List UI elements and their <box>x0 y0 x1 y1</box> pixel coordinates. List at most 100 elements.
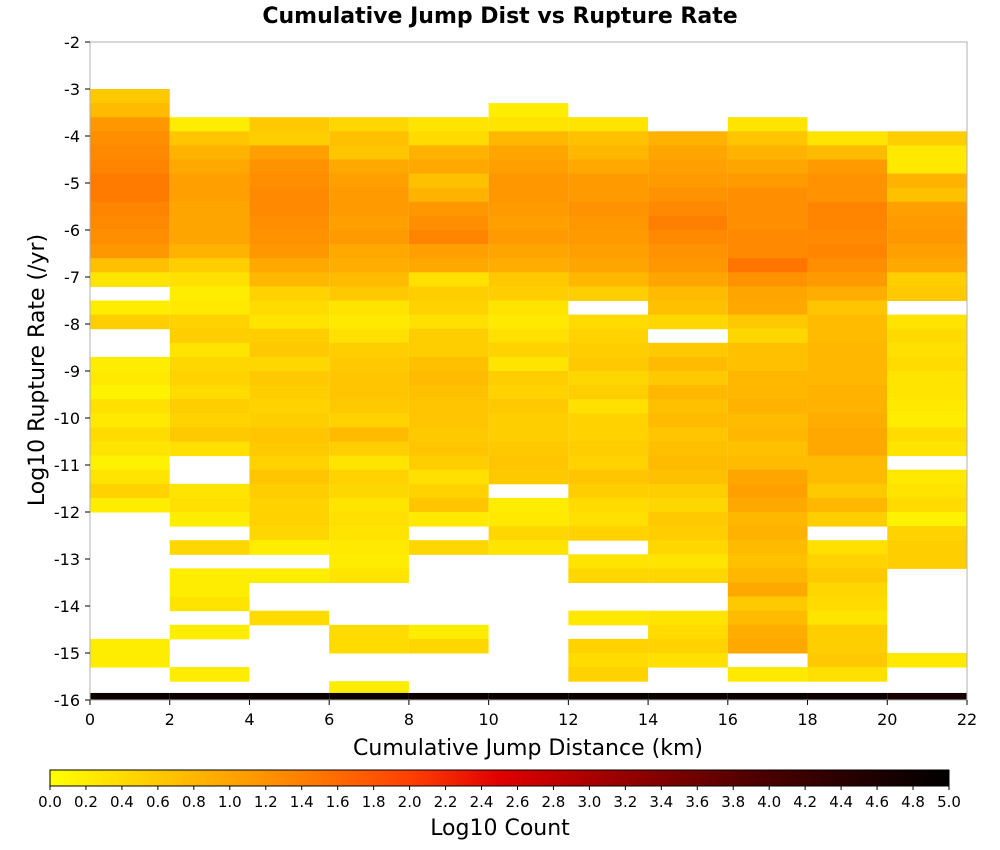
heatmap-cell <box>727 342 808 358</box>
heatmap-cell <box>329 568 409 583</box>
heatmap-cell <box>887 328 967 344</box>
y-tick-label: -6 <box>64 221 80 240</box>
heatmap-cell <box>727 187 808 203</box>
heatmap-cell <box>408 342 489 358</box>
heatmap-cell <box>329 244 409 259</box>
heatmap-cell <box>329 497 409 513</box>
heatmap-cell <box>488 469 569 485</box>
heatmap-cell <box>807 512 888 527</box>
heatmap-cell <box>807 596 888 612</box>
heatmap-cell <box>727 596 808 612</box>
heatmap-cell <box>249 173 330 189</box>
heatmap-cell <box>568 385 649 400</box>
heatmap-cell <box>807 427 888 442</box>
colorbar-tick-label: 4.0 <box>757 793 781 811</box>
heatmap-cell <box>648 399 728 414</box>
heatmap-cell <box>169 624 250 640</box>
heatmap-cell <box>90 215 170 231</box>
colorbar-tick-label: 0.2 <box>74 793 98 811</box>
heatmap-cell <box>488 385 569 400</box>
heatmap-cell <box>568 483 649 499</box>
heatmap-cell <box>488 258 569 273</box>
heatmap-cell <box>727 610 808 626</box>
heatmap-cell <box>488 512 569 527</box>
heatmap-cell <box>648 568 728 583</box>
heatmap-cell <box>408 497 489 513</box>
heatmap-cell <box>249 342 330 358</box>
heatmap-cell <box>568 455 649 471</box>
heatmap-cell <box>887 159 967 175</box>
colorbar-tick-label: 4.2 <box>793 793 817 811</box>
heatmap-cell <box>169 244 250 259</box>
heatmap-cell <box>568 512 649 527</box>
heatmap-cell <box>329 117 409 132</box>
heatmap-cell <box>90 385 170 400</box>
colorbar-tick-label: 0.0 <box>38 793 62 811</box>
heatmap-cell <box>727 117 808 132</box>
heatmap-cell <box>887 131 967 146</box>
heatmap-cell <box>249 117 330 132</box>
heatmap-cell <box>648 427 728 442</box>
heatmap-cell <box>408 215 489 231</box>
heatmap-cell <box>488 497 569 513</box>
heatmap-cell <box>169 342 250 358</box>
heatmap-cell <box>887 554 967 569</box>
heatmap-cell <box>887 244 967 259</box>
heatmap-cell <box>488 131 569 146</box>
heatmap-cell <box>807 145 888 160</box>
heatmap-cell <box>169 596 250 612</box>
heatmap-cell <box>887 173 967 189</box>
heatmap-cell <box>568 399 649 414</box>
heatmap-cell <box>169 117 250 132</box>
y-tick-label: -5 <box>64 174 80 193</box>
heatmap-cell <box>90 244 170 259</box>
heatmap-cell <box>90 455 170 471</box>
heatmap-cell <box>488 159 569 175</box>
heatmap-cell <box>249 328 330 344</box>
heatmap-cell <box>887 692 967 700</box>
heatmap-cell <box>408 244 489 259</box>
heatmap-cell <box>169 187 250 203</box>
heatmap-cell <box>727 159 808 175</box>
colorbar-tick-label: 5.0 <box>937 793 961 811</box>
heatmap-cell <box>807 582 888 598</box>
colorbar-tick-label: 0.6 <box>146 793 170 811</box>
heatmap-cell <box>329 131 409 146</box>
heatmap-cell <box>488 314 569 330</box>
colorbar-tick-label: 0.8 <box>182 793 206 811</box>
heatmap-cell <box>807 244 888 259</box>
heatmap-cell <box>727 286 808 301</box>
heatmap-cell <box>727 582 808 598</box>
heatmap-cell <box>887 653 967 668</box>
heatmap-cell <box>408 413 489 428</box>
y-tick-label: -7 <box>64 268 80 287</box>
x-tick-label: 18 <box>797 710 817 729</box>
heatmap-cell <box>807 131 888 146</box>
heatmap-cell <box>887 215 967 231</box>
heatmap-cell <box>169 173 250 189</box>
heatmap-cell <box>648 230 728 245</box>
heatmap-cell <box>648 469 728 485</box>
heatmap-cell <box>169 328 250 344</box>
heatmap-cell <box>169 582 250 598</box>
y-tick-label: -13 <box>54 550 80 569</box>
heatmap-cell <box>488 356 569 372</box>
heatmap-cell <box>329 427 409 442</box>
heatmap-cell <box>648 187 728 203</box>
heatmap-cell <box>807 215 888 231</box>
heatmap-cell <box>408 117 489 132</box>
heatmap-cell <box>249 215 330 231</box>
heatmap-cell <box>169 413 250 428</box>
heatmap-cell <box>169 356 250 372</box>
heatmap-cell <box>727 554 808 569</box>
heatmap-cell <box>568 159 649 175</box>
heatmap-cell <box>648 159 728 175</box>
heatmap-cell <box>807 342 888 358</box>
colorbar-tick-label: 1.2 <box>254 793 278 811</box>
heatmap-cell <box>887 385 967 400</box>
heatmap-cell <box>807 624 888 640</box>
heatmap-cell <box>408 230 489 245</box>
x-axis-ticks: 0 2 4 6 8 10 12 14 16 18 20 22 <box>85 700 977 729</box>
y-tick-label: -14 <box>54 597 80 616</box>
